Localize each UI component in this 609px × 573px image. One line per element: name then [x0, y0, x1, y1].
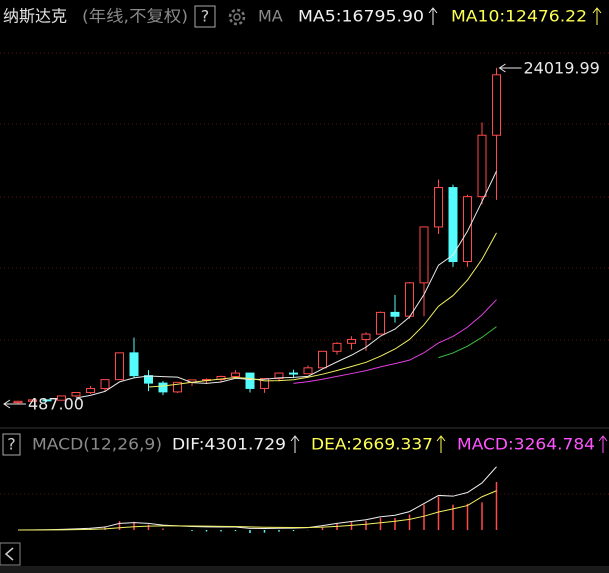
candle-body — [332, 342, 342, 352]
candle-body — [448, 187, 458, 263]
ma-line — [75, 170, 497, 399]
candle-body — [42, 399, 52, 402]
help-button[interactable] — [2, 433, 21, 456]
candle-body — [303, 367, 313, 375]
status-bar — [0, 566, 609, 573]
candle-body — [274, 372, 284, 380]
candle-body — [318, 350, 327, 369]
help-icon: ? — [201, 7, 210, 26]
candle-body — [115, 352, 124, 381]
annotation-label: 24019.99 — [524, 59, 600, 78]
candle-body — [260, 378, 269, 389]
settings-icon[interactable] — [228, 8, 246, 26]
help-button[interactable] — [194, 5, 216, 28]
macd-legend: DEA:2669.337 — [311, 435, 433, 454]
candle-body — [477, 134, 487, 198]
candle-body — [376, 311, 385, 335]
candle-body — [129, 352, 139, 377]
ma-line — [148, 232, 497, 388]
macd-line — [17, 466, 497, 531]
arrow-icon — [598, 435, 608, 453]
annotation-label: 487.00 — [28, 394, 84, 413]
chart-title: 纳斯达克 — [3, 7, 67, 26]
candle-body — [419, 226, 429, 284]
collapse-button[interactable] — [0, 542, 21, 566]
candle-body — [361, 333, 371, 340]
candle-body — [347, 338, 356, 344]
chevron-icon — [4, 547, 14, 561]
candle-body — [28, 399, 37, 402]
arrow-icon — [436, 435, 446, 453]
ma-legend: MA5:16795.90 — [298, 7, 424, 26]
chart-subtitle: (年线,不复权) — [82, 7, 188, 26]
candle-body — [289, 372, 298, 375]
macd-legend: MACD:3264.784 — [457, 435, 595, 454]
annotation-arrow — [3, 399, 26, 409]
candle-body — [463, 196, 472, 263]
candle-body — [86, 388, 95, 394]
candle-body — [57, 395, 66, 401]
arrow-icon — [428, 7, 438, 25]
candle-body — [405, 282, 414, 317]
candle-body — [158, 382, 168, 393]
arrow-icon — [592, 7, 602, 25]
indicator-title: MACD(12,26,9) — [32, 435, 162, 454]
candle-body — [231, 372, 240, 377]
macd-legend: DIF:4301.729 — [172, 435, 286, 454]
ma-line — [293, 299, 497, 384]
arrow-icon — [290, 435, 300, 453]
candle-body — [173, 381, 182, 393]
candle-body — [13, 400, 23, 404]
macd-line — [17, 490, 497, 531]
ma-line — [438, 326, 497, 359]
candle-body — [245, 372, 255, 389]
candle-body — [434, 187, 443, 228]
ma-legend: MA10:12476.22 — [451, 7, 587, 26]
candle-body — [71, 392, 81, 397]
candle-body — [492, 74, 501, 136]
indicator-name: MA — [258, 7, 283, 26]
candle-body — [390, 311, 400, 317]
annotation-arrow — [498, 63, 522, 73]
candle-body — [100, 379, 110, 390]
help-icon: ? — [7, 435, 16, 454]
